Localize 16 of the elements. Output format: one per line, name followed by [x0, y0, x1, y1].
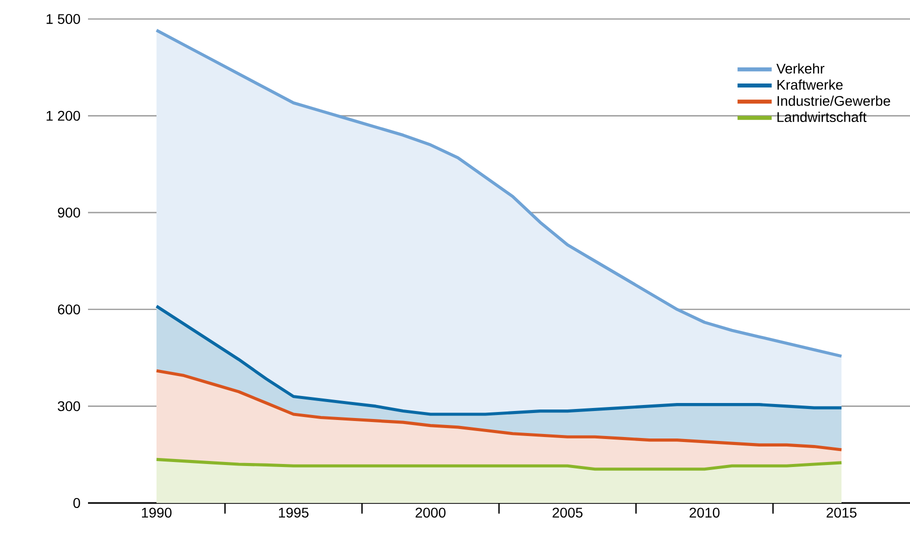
x-tick-label: 2015	[826, 508, 856, 518]
legend-label: Verkehr	[776, 63, 824, 74]
legend-label: Industrie/Gewerbe	[778, 96, 890, 106]
legend-label: Landwirtschaft	[778, 112, 867, 122]
y-tick-label: 300	[58, 401, 80, 412]
x-tick-label: 2000	[416, 508, 446, 518]
legend-label: Kraftwerke	[778, 79, 843, 90]
y-tick-label: 1 200	[46, 110, 80, 121]
y-tick-label: 600	[58, 304, 80, 314]
x-tick-label: 2010	[690, 508, 720, 518]
y-tick-label: 1 500	[46, 14, 80, 24]
x-tick-label: 1990	[142, 508, 172, 518]
y-tick-label: 0	[73, 498, 80, 508]
y-tick-label: 900	[58, 208, 80, 218]
x-tick-label: 1995	[278, 508, 308, 518]
x-tick-label: 2005	[552, 508, 582, 518]
